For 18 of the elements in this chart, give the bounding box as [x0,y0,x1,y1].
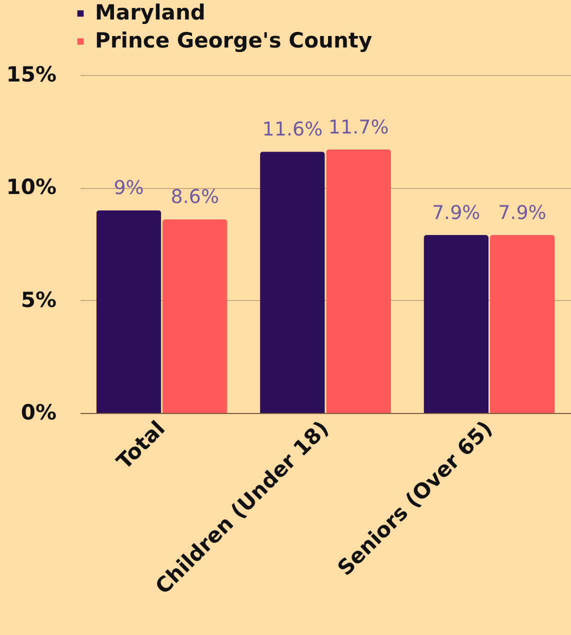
legend-label: Maryland [95,0,206,24]
bar [96,210,162,413]
y-tick-label: 5% [20,288,56,312]
bar [326,149,391,413]
data-label: 9% [114,177,144,200]
bar [162,219,228,413]
bar [424,234,489,413]
bar [260,152,325,413]
bar [490,234,555,413]
data-label: 7.9% [432,202,480,224]
y-tick-label: 10% [6,175,56,200]
data-label: 11.6% [262,118,323,141]
y-tick-label: 0% [20,400,56,424]
y-tick-label: 15% [6,62,56,86]
legend-label: Prince George's County [95,28,372,52]
data-label: 11.7% [328,116,389,138]
data-label: 8.6% [170,186,220,208]
data-label: 7.9% [498,202,546,224]
